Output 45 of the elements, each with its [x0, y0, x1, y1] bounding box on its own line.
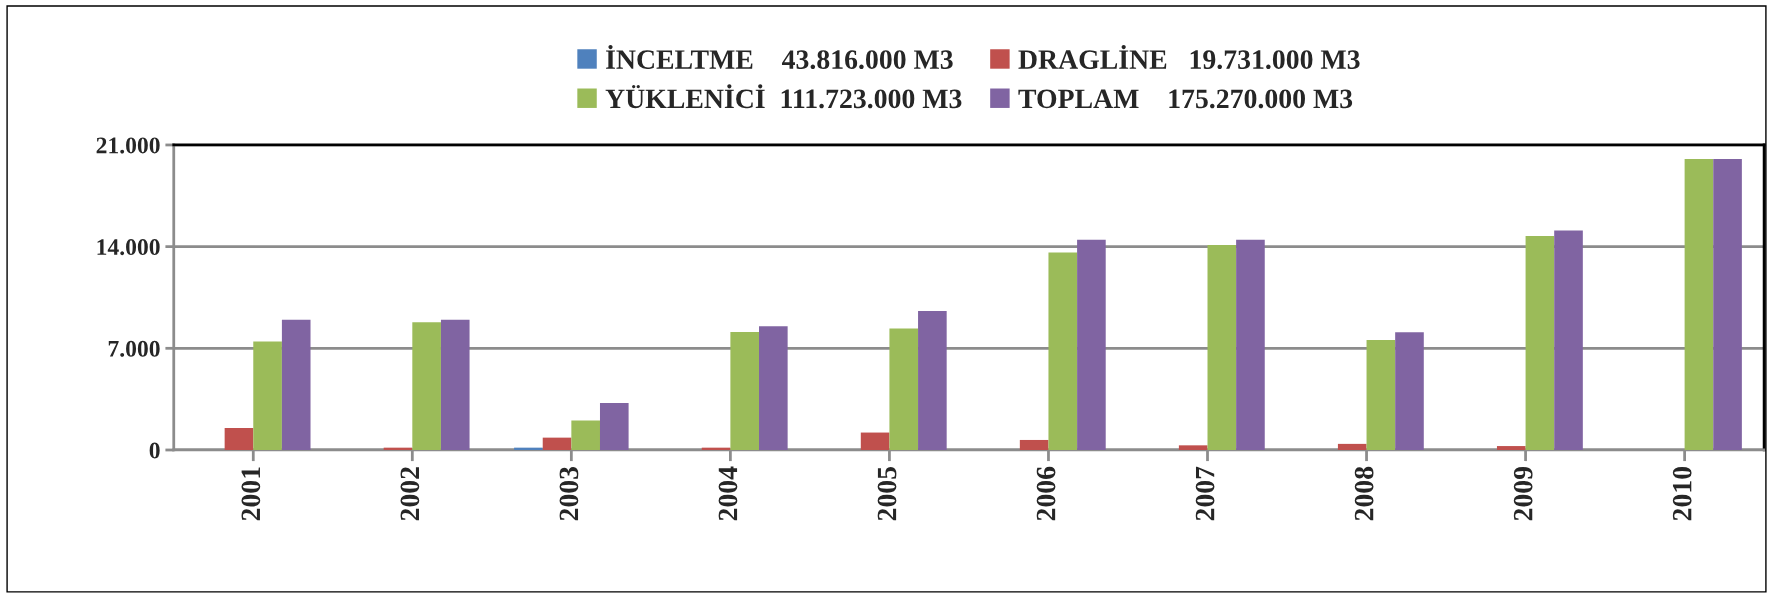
x-tick-label: 2010 — [1672, 467, 1692, 521]
bar — [860, 432, 890, 450]
bar — [1496, 446, 1526, 450]
bar — [542, 437, 572, 450]
x-tick-label: 2005 — [877, 466, 897, 521]
bar — [1019, 439, 1049, 450]
x-tick-label: 2001 — [241, 467, 261, 521]
bar — [440, 319, 470, 450]
bar — [1048, 252, 1078, 450]
bar — [1366, 339, 1396, 450]
bar — [889, 328, 919, 450]
x-tick-label: 2007 — [1195, 466, 1215, 521]
y-tick-label: 21.000 — [96, 137, 160, 154]
y-tick-label: 14.000 — [97, 239, 160, 256]
x-tick-label: 2008 — [1354, 466, 1374, 521]
x-tick-label: 2004 — [718, 466, 738, 521]
bar — [571, 420, 600, 450]
bar — [1077, 239, 1106, 450]
bar — [1713, 159, 1742, 450]
y-tick-label: 0 — [149, 442, 160, 459]
bar — [1236, 239, 1265, 450]
legend-label: İNCELTME 43.816.000 M3 — [606, 44, 953, 70]
bar — [1684, 159, 1714, 450]
bar — [253, 341, 282, 450]
bar — [1337, 443, 1367, 450]
legend-label: DRAGLİNE 19.731.000 M3 — [1018, 44, 1360, 70]
bar — [224, 427, 254, 450]
bar — [412, 322, 441, 450]
bar — [730, 331, 760, 450]
bar — [759, 326, 788, 450]
legend-label: TOPLAM 175.270.000 M3 — [1018, 89, 1353, 109]
x-tick-label: 2006 — [1036, 466, 1056, 521]
bar — [1554, 230, 1583, 450]
bar — [1395, 332, 1424, 450]
legend-label: YÜKLENİCİ 111.723.000 M3 — [605, 84, 962, 109]
x-tick-label: 2003 — [559, 466, 579, 521]
y-tick-label: 7.000 — [108, 340, 160, 357]
x-tick-label: 2002 — [400, 467, 420, 521]
bar — [1178, 445, 1208, 450]
bar — [918, 310, 947, 450]
bar — [281, 319, 311, 450]
bar — [1207, 245, 1237, 450]
x-tick-label: 2009 — [1513, 466, 1533, 521]
bar — [1525, 235, 1555, 450]
bar — [599, 403, 629, 450]
